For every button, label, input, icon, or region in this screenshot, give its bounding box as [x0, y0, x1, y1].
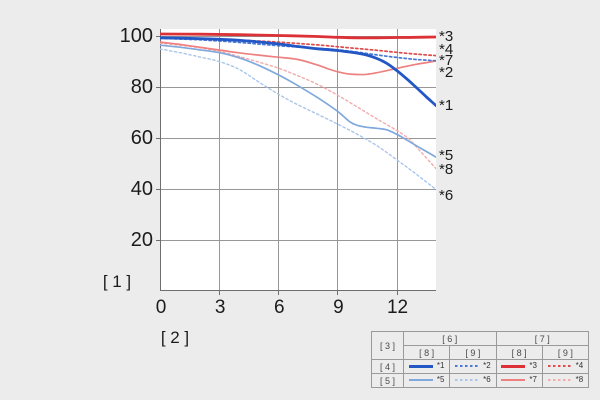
legend-series-label: *1 — [436, 361, 445, 371]
y-tick-label: 40 — [130, 178, 153, 200]
series-line-swatch — [455, 379, 480, 382]
legend-table: [ 3 ] [ 6 ] [ 7 ] [ 8 ] [ 9 ] [ 8 ] [ 9 … — [371, 331, 590, 388]
legend-series-cell: *1 — [402, 359, 451, 374]
curve-label-4: *4 — [439, 41, 454, 58]
series-line-swatch — [547, 365, 572, 368]
x-tick-label: 12 — [386, 297, 409, 318]
series-line-swatch — [408, 364, 433, 368]
x-tick-label: 9 — [333, 297, 344, 318]
curve-label-8: *8 — [439, 161, 454, 178]
legend-header-row: [ 3 ] [ 6 ] [ 7 ] — [371, 331, 589, 360]
y-tick-label: 100 — [119, 25, 153, 47]
legend-series-label: *3 — [529, 361, 537, 371]
x-axis-title: [ 2 ] — [160, 328, 190, 347]
legend-subheader-row: [ 8 ] [ 9 ] [ 8 ] [ 9 ] — [372, 345, 590, 360]
curve-4 — [160, 36, 436, 57]
legend-series-label: *2 — [483, 361, 491, 371]
curve-8 — [160, 42, 436, 170]
legend-series-label: *7 — [529, 375, 537, 385]
curve-label-3: *3 — [439, 28, 454, 45]
curve-1 — [160, 36, 436, 107]
legend-series-cell: *4 — [541, 359, 590, 374]
curve-5 — [160, 44, 436, 158]
curve-label-6: *6 — [439, 187, 454, 204]
legend-group-header: [ 6 ] — [403, 331, 497, 346]
x-tick-label: 3 — [214, 297, 226, 318]
curve-7 — [160, 41, 436, 76]
curve-label-5: *5 — [439, 147, 454, 164]
legend-series-label: *6 — [483, 375, 491, 385]
y-tick-label: 60 — [130, 127, 153, 149]
curve-3 — [160, 32, 436, 40]
curve-6 — [160, 48, 436, 191]
legend-sub-header: [ 9 ] — [541, 345, 590, 360]
y-tick-label: 20 — [130, 229, 153, 251]
curve-label-7: *7 — [439, 52, 454, 69]
y-axis-title: [ 1 ] — [102, 272, 132, 291]
curve-label-1: *1 — [439, 97, 454, 114]
legend-sub-header: [ 8 ] — [495, 345, 543, 360]
legend-series-row: [ 4 ] *1 *2 *3 *4 — [371, 359, 590, 374]
legend-series-cell: *5 — [402, 373, 451, 388]
legend-series-cell: *6 — [449, 373, 497, 388]
series-line-swatch — [408, 379, 433, 382]
series-line-swatch — [501, 364, 526, 368]
legend-series-cell: *2 — [449, 359, 497, 374]
legend-sub-header: [ 8 ] — [402, 345, 451, 360]
legend-corner-label: [ 3 ] — [371, 331, 404, 360]
x-tick-label: 0 — [155, 297, 167, 318]
legend-series-cell: *7 — [495, 373, 543, 388]
legend-row-label: [ 4 ] — [371, 359, 404, 374]
legend-series-label: *8 — [575, 375, 584, 385]
plot-area — [156, 29, 436, 295]
legend-series-label: *4 — [575, 361, 584, 371]
series-line-swatch — [501, 379, 526, 382]
x-tick-label: 6 — [273, 297, 285, 318]
curve-label-2: *2 — [439, 64, 454, 81]
legend-series-label: *5 — [436, 375, 445, 385]
legend-sub-header: [ 9 ] — [449, 345, 497, 360]
y-tick-label: 80 — [130, 76, 153, 98]
legend-series-cell: *8 — [541, 373, 590, 388]
legend-group-header: [ 7 ] — [495, 331, 589, 346]
series-line-swatch — [547, 379, 572, 382]
legend-series-row: [ 5 ] *5 *6 *7 *8 — [371, 373, 590, 388]
legend-series-cell: *3 — [495, 359, 543, 374]
series-line-swatch — [455, 365, 480, 368]
legend-row-label: [ 5 ] — [371, 373, 404, 388]
curves-group — [160, 32, 436, 191]
